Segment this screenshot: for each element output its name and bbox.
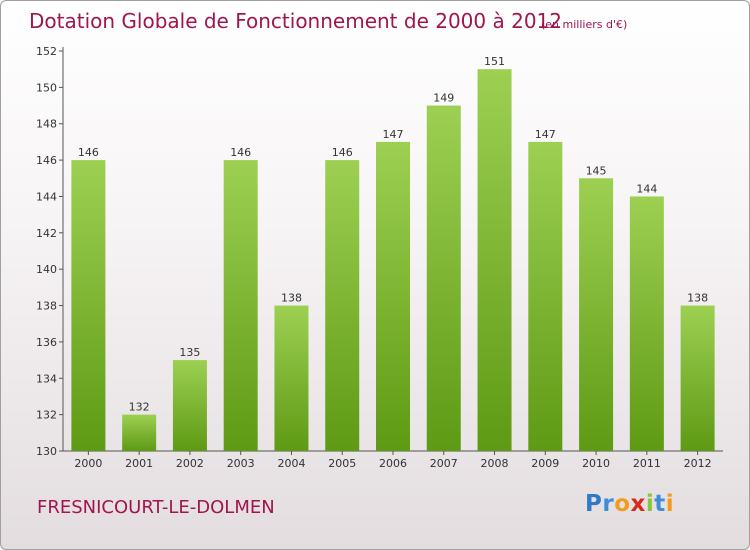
y-tick-label: 138 [36,300,57,313]
x-tick-label: 2003 [227,457,255,470]
y-tick-label: 136 [36,336,57,349]
bar-2008 [477,69,512,451]
x-tick-label: 2006 [379,457,407,470]
data-label: 145 [586,164,607,177]
y-tick-label: 152 [36,45,57,58]
y-tick-label: 150 [36,81,57,94]
bar-2010 [579,178,614,452]
y-tick-label: 148 [36,118,57,131]
x-tick-label: 2007 [430,457,458,470]
y-tick-label: 132 [36,409,57,422]
data-label: 149 [433,92,454,105]
y-tick-label: 144 [36,190,57,203]
x-tick-label: 2005 [328,457,356,470]
bar-2004 [274,305,309,451]
data-label: 146 [230,146,251,159]
bar-2012 [680,305,715,451]
chart-axes: 130 132 134 136 138 140 142 144 146 148 150 152 [36,45,723,458]
x-tick-label: 2000 [74,457,102,470]
bar-2005 [325,160,360,451]
data-label: 146 [332,146,353,159]
y-tick-label: 134 [36,372,57,385]
bar-2006 [376,141,410,451]
chart-title: Dotation Globale de Fonctionnement de 20… [29,9,562,33]
data-label: 138 [687,292,708,305]
bar-2007 [426,105,461,451]
chart-labels: 2000 146 2001 132 2002 135 2003 146 2004 138 2005 1… [74,55,711,470]
x-tick-label: 2012 [684,457,712,470]
chart-subtitle: (en milliers d'€) [541,18,628,31]
logo-letter: i [665,491,675,517]
x-tick-label: 2010 [582,457,610,470]
data-label: 138 [281,292,302,305]
x-tick-label: 2004 [277,457,305,470]
y-tick-label: 146 [36,154,57,167]
x-tick-label: 2008 [481,457,509,470]
x-tick-label: 2001 [125,457,153,470]
logo-letter: P [585,491,603,517]
data-label: 151 [484,55,505,68]
logo-letter: x [630,491,646,517]
y-tick-label: 142 [36,227,57,240]
bar-2009 [528,141,563,451]
x-tick-label: 2002 [176,457,204,470]
logo-letter: t [654,491,666,517]
data-label: 132 [129,401,150,414]
data-label: 144 [636,182,657,195]
y-tick-label: 130 [36,445,57,458]
bar-2000 [71,160,106,451]
data-label: 147 [383,128,404,141]
commune-name: FRESNICOURT-LE-DOLMEN [37,497,275,518]
bar-2001 [122,414,157,451]
data-label: 147 [535,128,556,141]
y-tick-label: 140 [36,263,57,276]
logo-letter: r [602,491,615,517]
bar-2003 [223,160,258,451]
data-label: 135 [179,346,200,359]
x-tick-label: 2009 [531,457,559,470]
bar-2011 [629,196,664,451]
logo-letter: o [614,491,631,517]
chart-bars [71,69,715,452]
proxiti-logo: Proxiti [585,491,674,517]
logo-letter: i [645,491,655,517]
x-tick-label: 2011 [633,457,661,470]
data-label: 146 [78,146,99,159]
bar-2002 [172,360,207,451]
